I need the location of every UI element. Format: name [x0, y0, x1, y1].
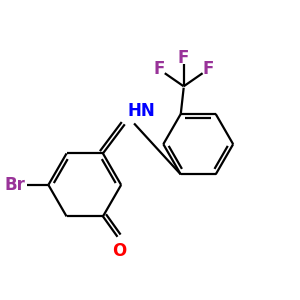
- Text: F: F: [153, 60, 165, 78]
- Text: Br: Br: [4, 176, 25, 194]
- Text: F: F: [202, 60, 214, 78]
- Text: O: O: [112, 242, 126, 260]
- Text: F: F: [178, 49, 189, 67]
- Text: HN: HN: [128, 102, 155, 120]
